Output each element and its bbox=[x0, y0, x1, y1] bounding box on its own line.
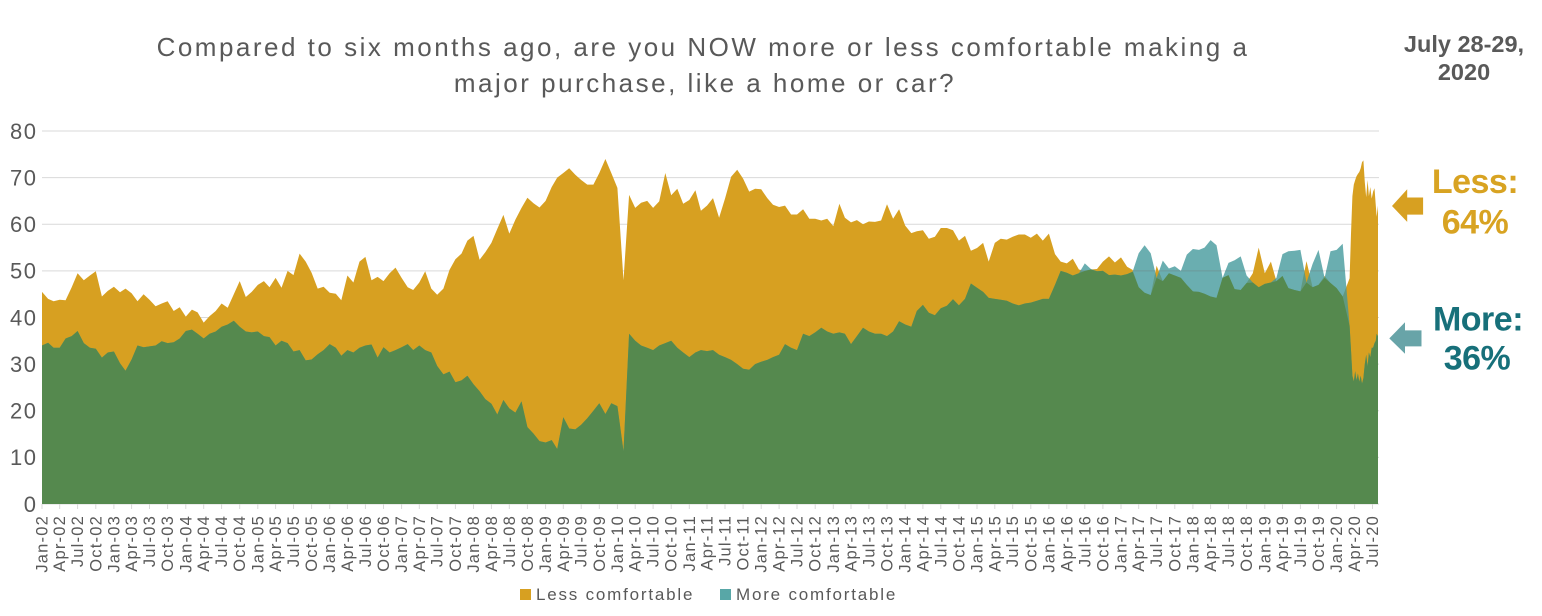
svg-text:Jan-02: Jan-02 bbox=[34, 515, 52, 573]
svg-text:July 28-29,: July 28-29, bbox=[1404, 31, 1524, 57]
svg-text:Jan-11: Jan-11 bbox=[681, 515, 699, 571]
svg-text:40: 40 bbox=[10, 305, 37, 330]
svg-text:Apr-05: Apr-05 bbox=[267, 515, 285, 572]
svg-text:Oct-06: Oct-06 bbox=[375, 515, 393, 572]
svg-text:Jan-19: Jan-19 bbox=[1256, 515, 1274, 573]
svg-text:Jan-09: Jan-09 bbox=[537, 515, 555, 573]
svg-text:Jan-07: Jan-07 bbox=[393, 515, 411, 573]
svg-text:Jan-20: Jan-20 bbox=[1328, 515, 1346, 573]
svg-text:Oct-13: Oct-13 bbox=[879, 515, 897, 572]
svg-text:Apr-20: Apr-20 bbox=[1346, 515, 1364, 572]
svg-text:Apr-18: Apr-18 bbox=[1202, 515, 1220, 572]
svg-text:Apr-07: Apr-07 bbox=[411, 515, 429, 572]
svg-text:Jul-20: Jul-20 bbox=[1364, 515, 1382, 567]
svg-text:10: 10 bbox=[10, 445, 37, 470]
svg-text:Jul-18: Jul-18 bbox=[1220, 515, 1238, 567]
svg-text:Apr-12: Apr-12 bbox=[771, 515, 789, 572]
svg-text:Oct-07: Oct-07 bbox=[447, 515, 465, 572]
svg-text:0: 0 bbox=[24, 492, 38, 517]
svg-text:Apr-09: Apr-09 bbox=[555, 515, 573, 572]
svg-text:Oct-11: Oct-11 bbox=[735, 515, 753, 571]
svg-text:Jul-07: Jul-07 bbox=[429, 515, 447, 567]
svg-text:30: 30 bbox=[10, 352, 37, 377]
svg-text:Jul-09: Jul-09 bbox=[573, 515, 591, 567]
svg-text:Oct-18: Oct-18 bbox=[1238, 515, 1256, 572]
svg-text:64%: 64% bbox=[1442, 203, 1509, 241]
svg-text:Apr-11: Apr-11 bbox=[699, 515, 717, 571]
svg-text:Jan-06: Jan-06 bbox=[321, 515, 339, 573]
svg-text:Apr-08: Apr-08 bbox=[483, 515, 501, 572]
svg-text:Less:: Less: bbox=[1432, 163, 1518, 201]
svg-text:Apr-16: Apr-16 bbox=[1058, 515, 1076, 572]
svg-text:Apr-03: Apr-03 bbox=[123, 515, 141, 572]
svg-text:Jul-10: Jul-10 bbox=[645, 515, 663, 567]
svg-text:Oct-08: Oct-08 bbox=[519, 515, 537, 572]
svg-text:Oct-04: Oct-04 bbox=[231, 515, 249, 572]
svg-text:Apr-04: Apr-04 bbox=[195, 515, 213, 572]
svg-text:Jan-16: Jan-16 bbox=[1040, 515, 1058, 573]
svg-text:Apr-13: Apr-13 bbox=[843, 515, 861, 572]
svg-text:Oct-10: Oct-10 bbox=[663, 515, 681, 572]
svg-text:50: 50 bbox=[10, 259, 37, 284]
svg-text:Oct-03: Oct-03 bbox=[159, 515, 177, 572]
svg-text:Oct-15: Oct-15 bbox=[1022, 515, 1040, 572]
svg-text:Oct-14: Oct-14 bbox=[950, 515, 968, 572]
svg-text:Jul-19: Jul-19 bbox=[1292, 515, 1310, 567]
svg-text:70: 70 bbox=[10, 165, 37, 190]
svg-text:Compared to six months ago, ar: Compared to six months ago, are you NOW … bbox=[157, 32, 1250, 62]
svg-text:Apr-10: Apr-10 bbox=[627, 515, 645, 572]
svg-text:Jul-04: Jul-04 bbox=[213, 515, 231, 567]
svg-text:More comfortable: More comfortable bbox=[736, 585, 897, 604]
svg-text:Oct-09: Oct-09 bbox=[591, 515, 609, 572]
svg-text:Jan-03: Jan-03 bbox=[105, 515, 123, 573]
svg-text:20: 20 bbox=[10, 399, 37, 424]
svg-text:Oct-02: Oct-02 bbox=[87, 515, 105, 572]
svg-text:Jan-12: Jan-12 bbox=[753, 515, 771, 573]
svg-text:Jul-13: Jul-13 bbox=[860, 515, 878, 567]
svg-text:Jul-15: Jul-15 bbox=[1004, 515, 1022, 567]
svg-text:Oct-17: Oct-17 bbox=[1166, 515, 1184, 572]
svg-text:Jan-10: Jan-10 bbox=[609, 515, 627, 573]
svg-text:major purchase, like a home or: major purchase, like a home or car? bbox=[454, 68, 956, 98]
svg-text:Jul-03: Jul-03 bbox=[141, 515, 159, 567]
svg-text:Apr-19: Apr-19 bbox=[1274, 515, 1292, 572]
svg-text:More:: More: bbox=[1433, 301, 1523, 339]
svg-text:Jul-11: Jul-11 bbox=[717, 515, 735, 566]
svg-text:36%: 36% bbox=[1444, 340, 1511, 378]
svg-text:Jan-14: Jan-14 bbox=[897, 515, 915, 573]
svg-text:80: 80 bbox=[10, 119, 37, 144]
svg-text:Apr-06: Apr-06 bbox=[339, 515, 357, 572]
svg-text:Oct-16: Oct-16 bbox=[1094, 515, 1112, 572]
svg-text:Oct-05: Oct-05 bbox=[303, 515, 321, 572]
svg-text:Apr-17: Apr-17 bbox=[1130, 515, 1148, 572]
svg-text:Jan-08: Jan-08 bbox=[465, 515, 483, 573]
svg-text:Jul-17: Jul-17 bbox=[1148, 515, 1166, 567]
svg-text:Jan-13: Jan-13 bbox=[825, 515, 843, 573]
svg-text:Jul-08: Jul-08 bbox=[501, 515, 519, 567]
svg-text:Jan-17: Jan-17 bbox=[1113, 515, 1131, 573]
svg-text:Jan-15: Jan-15 bbox=[969, 515, 987, 573]
svg-text:Jan-05: Jan-05 bbox=[249, 515, 267, 573]
svg-text:Oct-19: Oct-19 bbox=[1310, 515, 1328, 572]
svg-text:Jul-06: Jul-06 bbox=[357, 515, 375, 567]
svg-text:Apr-02: Apr-02 bbox=[51, 515, 69, 572]
svg-text:2020: 2020 bbox=[1438, 59, 1490, 85]
svg-text:Jul-12: Jul-12 bbox=[789, 515, 807, 567]
svg-text:60: 60 bbox=[10, 212, 37, 237]
svg-text:Jul-16: Jul-16 bbox=[1076, 515, 1094, 567]
svg-text:Oct-12: Oct-12 bbox=[807, 515, 825, 572]
svg-text:Jul-02: Jul-02 bbox=[69, 515, 87, 567]
svg-text:Apr-14: Apr-14 bbox=[914, 515, 932, 572]
svg-text:Jul-14: Jul-14 bbox=[932, 515, 950, 567]
svg-text:Less comfortable: Less comfortable bbox=[536, 585, 694, 604]
svg-text:Apr-15: Apr-15 bbox=[986, 515, 1004, 572]
svg-text:Jan-04: Jan-04 bbox=[177, 515, 195, 573]
svg-text:Jul-05: Jul-05 bbox=[285, 515, 303, 567]
svg-text:Jan-18: Jan-18 bbox=[1184, 515, 1202, 573]
